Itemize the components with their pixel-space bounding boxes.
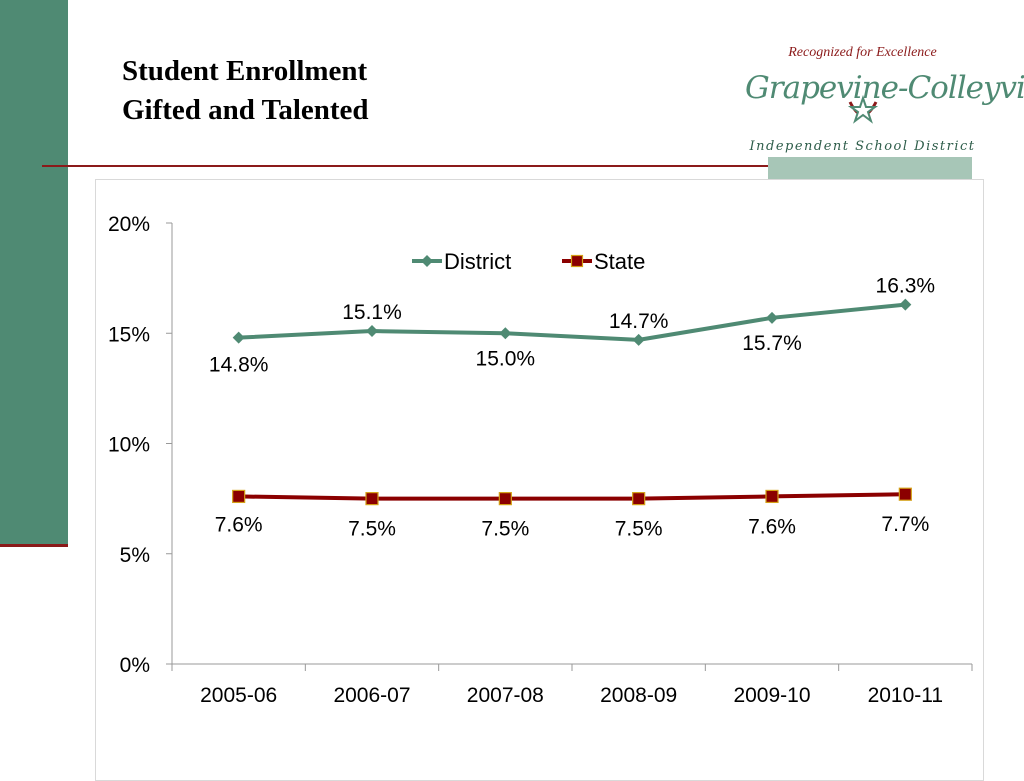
x-tick-label: 2010-11 — [868, 684, 944, 707]
district-data-label: 16.3% — [876, 275, 936, 298]
y-tick-label: 10% — [108, 434, 150, 457]
state-point — [232, 489, 246, 504]
state-data-label: 7.6% — [215, 513, 263, 536]
star-icon — [847, 94, 879, 124]
state-point — [365, 492, 379, 506]
district-series-line — [238, 302, 906, 342]
state-point — [498, 492, 512, 506]
y-tick-label: 20% — [108, 213, 150, 236]
state-data-label: 7.7% — [881, 513, 929, 536]
district-point — [366, 325, 378, 338]
x-tick-label: 2009-10 — [733, 684, 810, 707]
state-data-label: 7.5% — [481, 518, 529, 541]
district-data-label: 14.7% — [609, 310, 669, 333]
state-data-label: 7.5% — [615, 518, 663, 541]
y-tick-label: 0% — [120, 654, 150, 677]
district-data-label: 14.8% — [209, 354, 269, 377]
district-point — [232, 331, 245, 344]
district-point — [632, 333, 645, 346]
state-data-label: 7.5% — [348, 518, 396, 541]
logo-tagline: Recognized for Excellence — [788, 45, 937, 60]
state-point — [632, 492, 646, 506]
x-tick-label: 2007-08 — [467, 684, 544, 707]
logo-name: Grapevine-Colleyville — [745, 70, 1024, 106]
line-chart: 0% 5% 10% 15% 20% 2005-06 2006-07 2007-08 2008-0… — [108, 213, 973, 707]
x-tick-label: 2008-09 — [600, 684, 677, 707]
logo-subtitle: Independent School District — [749, 139, 976, 154]
y-tick-label: 15% — [108, 323, 150, 346]
state-point — [898, 487, 912, 501]
slide-title: Student Enrollment Gifted and Talented — [122, 52, 369, 130]
x-tick-label: 2005-06 — [200, 684, 277, 707]
logo-accent-band — [768, 157, 972, 179]
district-logo: Recognized for Excellence Grapevine-Coll… — [745, 40, 1024, 160]
left-accent-bar — [0, 0, 68, 545]
y-tick-label: 5% — [120, 544, 150, 567]
district-data-label: 15.7% — [742, 332, 802, 355]
header-divider — [42, 165, 972, 167]
legend-district-marker — [421, 255, 433, 267]
slide-title-line-1: Student Enrollment — [122, 55, 368, 87]
district-point — [899, 298, 912, 311]
state-point — [765, 489, 779, 504]
district-point — [499, 327, 512, 340]
district-data-label: 15.0% — [476, 347, 536, 370]
state-series-line — [238, 492, 906, 501]
chart-frame: 0% 5% 10% 15% 20% 2005-06 2006-07 2007-08 2008-0… — [95, 179, 984, 781]
left-accent-underline — [0, 544, 68, 547]
x-tick-label: 2006-07 — [333, 684, 410, 707]
legend-state-marker — [570, 254, 584, 268]
state-data-label: 7.6% — [748, 515, 796, 538]
district-data-label: 15.1% — [342, 301, 402, 324]
legend-state-label: State — [594, 249, 645, 274]
district-point — [766, 311, 778, 324]
legend-district-label: District — [444, 249, 511, 274]
slide-title-line-2: Gifted and Talented — [122, 94, 369, 126]
